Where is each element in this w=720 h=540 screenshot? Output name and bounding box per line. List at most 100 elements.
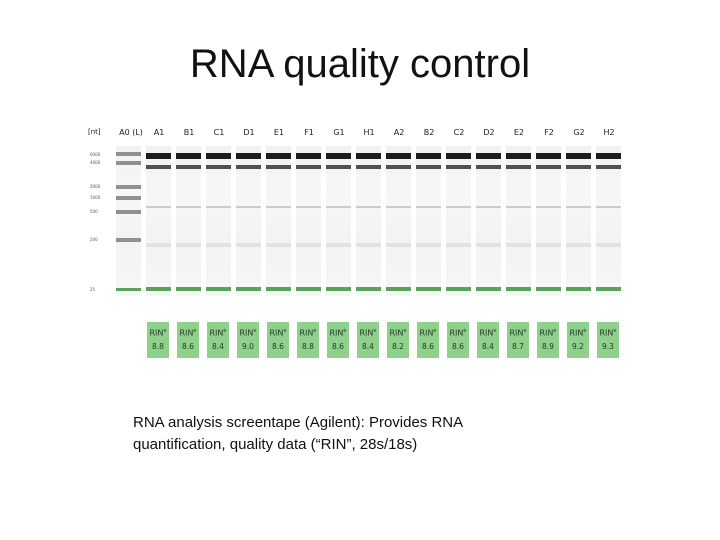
rin-box: RINe 8.6 — [447, 322, 469, 358]
sample-band — [176, 206, 201, 208]
sample-band — [446, 287, 471, 291]
lane-header: E1 — [273, 128, 285, 137]
rin-value: 8.4 — [212, 341, 224, 351]
sample-band — [266, 243, 291, 247]
sample-band — [536, 243, 561, 247]
sample-lane — [446, 146, 471, 296]
ladder-size-label: 4000 — [90, 160, 101, 165]
sample-band — [416, 165, 441, 169]
sample-band — [206, 243, 231, 247]
caption: RNA analysis screentape (Agilent): Provi… — [133, 412, 553, 456]
sample-lane — [386, 146, 411, 296]
sample-band — [416, 243, 441, 247]
sample-band — [536, 206, 561, 208]
lane-header: G1 — [333, 128, 345, 137]
sample-band — [176, 243, 201, 247]
sample-band — [566, 165, 591, 169]
sample-lane — [596, 146, 621, 296]
ladder-size-label: 500 — [90, 209, 98, 214]
sample-band — [386, 165, 411, 169]
rin-box: RINe 8.7 — [507, 322, 529, 358]
sample-lane — [326, 146, 351, 296]
ladder-band — [116, 161, 141, 165]
sample-band — [596, 153, 621, 159]
ladder-size-label: 2000 — [90, 184, 101, 189]
sample-band — [386, 206, 411, 208]
rin-label: RINe — [419, 328, 437, 338]
sample-band — [356, 165, 381, 169]
sample-band — [176, 153, 201, 159]
sample-lane — [566, 146, 591, 296]
sample-band — [296, 165, 321, 169]
sample-lane — [296, 146, 321, 296]
sample-band — [566, 243, 591, 247]
sample-band — [326, 153, 351, 159]
sample-band — [356, 287, 381, 291]
sample-band — [356, 206, 381, 208]
rin-value: 9.2 — [572, 341, 584, 351]
rin-label: RINe — [389, 328, 407, 338]
sample-band — [416, 287, 441, 291]
rin-value: 8.6 — [182, 341, 194, 351]
sample-band — [356, 153, 381, 159]
sample-band — [236, 165, 261, 169]
rin-box: RINe 8.4 — [477, 322, 499, 358]
rin-label: RINe — [359, 328, 377, 338]
rin-value: 8.6 — [452, 341, 464, 351]
sample-band — [416, 153, 441, 159]
ladder-band — [116, 185, 141, 189]
sample-lane — [356, 146, 381, 296]
lane-header: A2 — [393, 128, 405, 137]
rin-label: RINe — [539, 328, 557, 338]
rin-value: 8.9 — [542, 341, 554, 351]
caption-line-1: RNA analysis screentape (Agilent): Provi… — [133, 414, 464, 431]
rin-box: RINe 8.6 — [177, 322, 199, 358]
sample-band — [566, 153, 591, 159]
sample-band — [176, 165, 201, 169]
sample-lane — [506, 146, 531, 296]
sample-band — [236, 206, 261, 208]
ladder-size-label: 200 — [90, 237, 98, 242]
rin-label: RINe — [209, 328, 227, 338]
sample-band — [326, 165, 351, 169]
rin-value: 8.4 — [362, 341, 374, 351]
rin-value: 8.6 — [272, 341, 284, 351]
sample-band — [236, 287, 261, 291]
rin-label: RINe — [599, 328, 617, 338]
sample-band — [326, 243, 351, 247]
ladder-size-label: 1000 — [90, 195, 101, 200]
rin-box: RINe 9.3 — [597, 322, 619, 358]
sample-lane — [416, 146, 441, 296]
rin-label: RINe — [299, 328, 317, 338]
rin-label: RINe — [179, 328, 197, 338]
sample-band — [476, 287, 501, 291]
unit-label: [nt] — [88, 128, 101, 136]
sample-band — [476, 206, 501, 208]
rin-box: RINe 8.4 — [207, 322, 229, 358]
sample-band — [266, 206, 291, 208]
sample-band — [146, 243, 171, 247]
lane-header: F2 — [544, 128, 554, 137]
sample-lane — [476, 146, 501, 296]
rin-value: 8.6 — [422, 341, 434, 351]
rin-value: 9.3 — [602, 341, 614, 351]
sample-lane — [146, 146, 171, 296]
rin-label: RINe — [449, 328, 467, 338]
ladder-band — [116, 238, 141, 242]
sample-band — [386, 243, 411, 247]
sample-band — [326, 287, 351, 291]
caption-line-2: quantification, quality data (“RIN”, 28s… — [133, 436, 418, 453]
lane-header: H1 — [363, 128, 375, 137]
sample-lane — [206, 146, 231, 296]
rin-box: RINe 9.2 — [567, 322, 589, 358]
ladder-lane — [116, 146, 141, 296]
ladder-band — [116, 196, 141, 200]
slide-title: RNA quality control — [189, 42, 531, 86]
ladder-header: A0 (L) — [119, 128, 143, 137]
sample-band — [176, 287, 201, 291]
sample-band — [386, 153, 411, 159]
rin-box: RINe 8.9 — [537, 322, 559, 358]
sample-band — [146, 287, 171, 291]
sample-band — [266, 153, 291, 159]
sample-lane — [176, 146, 201, 296]
